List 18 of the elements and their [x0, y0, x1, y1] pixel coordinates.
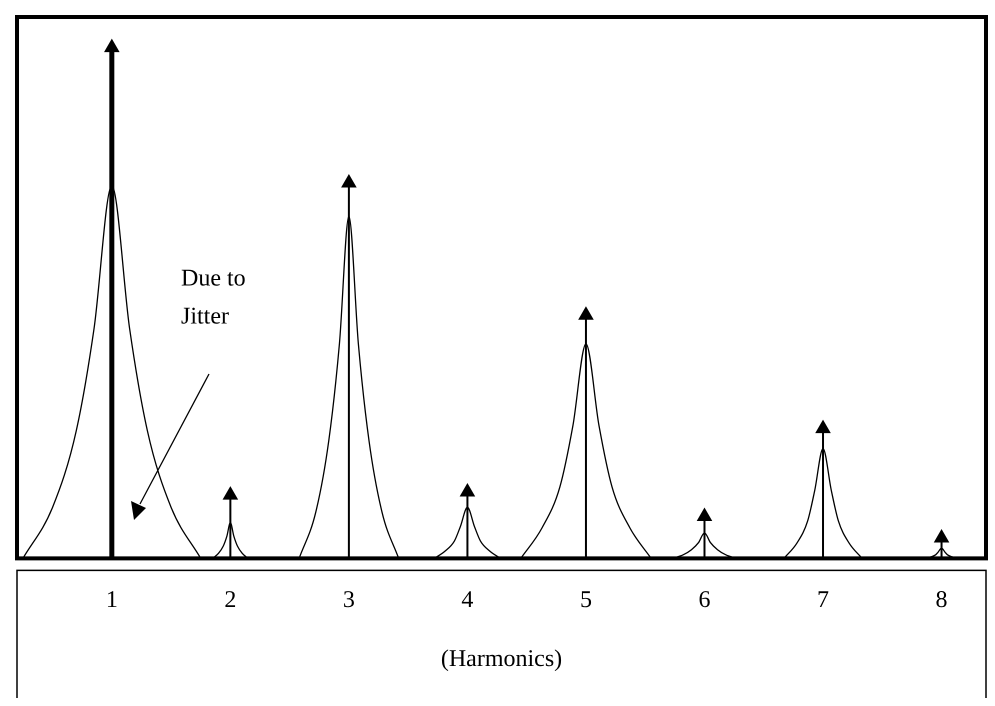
- x-tick-label: 1: [106, 587, 118, 614]
- x-tick-label: 2: [224, 587, 236, 614]
- point: [697, 508, 712, 522]
- point: [341, 174, 356, 188]
- x-tick-label: 8: [936, 587, 948, 614]
- point: [104, 39, 120, 52]
- x-tick-label: 4: [461, 587, 474, 614]
- point: [934, 529, 949, 542]
- x-tick-label: 5: [580, 587, 592, 614]
- point: [578, 306, 594, 320]
- x-tick-label: 6: [698, 587, 710, 614]
- point: [222, 486, 238, 500]
- x-tick-label: 7: [817, 587, 830, 614]
- point: [460, 484, 475, 496]
- annotation: Due to Jitter: [181, 265, 246, 330]
- x-axis-title: (Harmonics): [440, 646, 562, 672]
- x-tick-label: 3: [342, 587, 355, 614]
- point: [816, 420, 830, 434]
